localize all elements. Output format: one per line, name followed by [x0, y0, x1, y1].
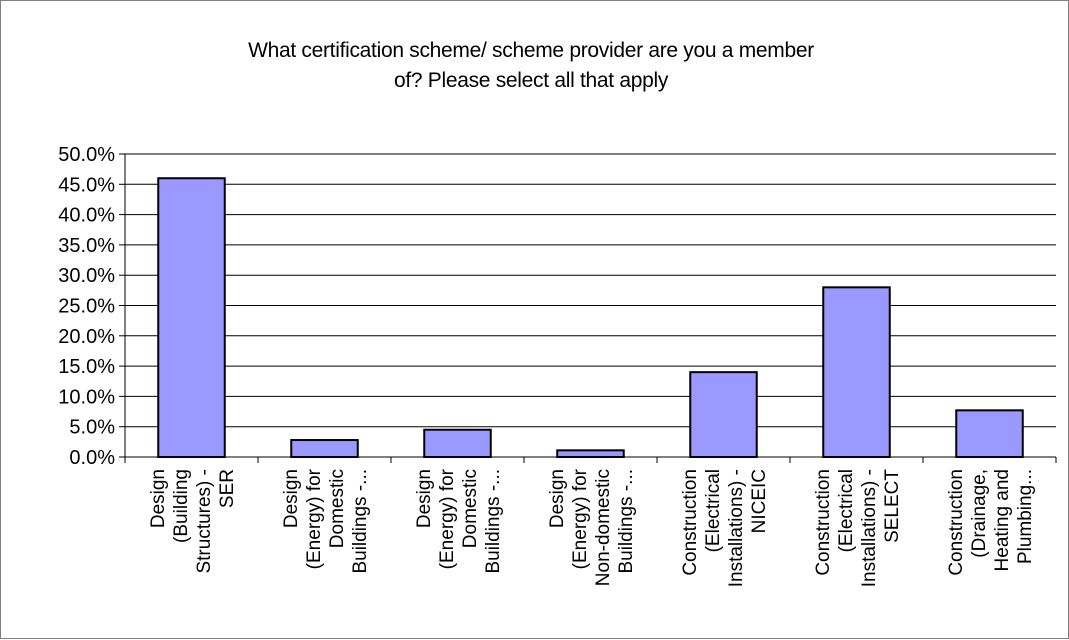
- x-category-label-line: SELECT: [882, 469, 903, 543]
- x-category-label-line: (Electrical: [703, 469, 724, 552]
- y-tick-label: 40.0%: [58, 205, 115, 227]
- x-category-label: Construction (Drainage, Heating and Plumbin…: [946, 469, 1036, 576]
- y-tick-label: 45.0%: [58, 174, 115, 196]
- bar: [955, 409, 1024, 459]
- x-category-label-line: Design: [281, 469, 302, 528]
- x-category-label-line: Buildings -...: [350, 469, 371, 574]
- y-tick-label: 15.0%: [58, 356, 115, 378]
- axes: [124, 154, 1057, 463]
- x-category-label: Construction (Electrical Installations) -S…: [813, 469, 903, 588]
- y-tick-label: 25.0%: [58, 296, 115, 318]
- x-category-label-line: Installations) -: [859, 469, 880, 587]
- y-tick-label: 0.0%: [69, 447, 115, 469]
- x-category-label-line: NICEIC: [749, 469, 770, 533]
- x-category-label-line: (Electrical: [836, 469, 857, 552]
- bar: [556, 449, 625, 459]
- x-category-label-line: Design: [414, 469, 435, 528]
- y-tick-label: 10.0%: [58, 386, 115, 408]
- x-category-label-line: (Energy) for: [570, 468, 591, 569]
- x-category-label-line: Non-domestic: [593, 469, 614, 586]
- x-category-label-line: Buildings -...: [483, 469, 504, 574]
- x-category-label-line: (Drainage,: [969, 469, 990, 558]
- y-tick-label: 5.0%: [69, 417, 115, 439]
- x-category-label-line: Construction: [946, 469, 967, 576]
- bar: [157, 177, 226, 459]
- x-category-label-line: Heating and: [992, 469, 1013, 571]
- x-category-label: Design (Energy) for Domestic Buildings -...: [414, 468, 504, 573]
- x-category-label-line: Buildings -...: [616, 469, 637, 574]
- chart-title: What certification scheme/ scheme provid…: [248, 39, 814, 92]
- x-category-label: Design (Energy) for Non-domestic Buildings …: [547, 468, 637, 586]
- chart-title-line: What certification scheme/ scheme provid…: [248, 39, 814, 62]
- x-axis-labels: Design (Building Structures) - SER Design (En…: [148, 468, 1036, 587]
- x-category-label-line: Plumbing...: [1015, 469, 1036, 564]
- x-category-label-line: Domestic: [460, 469, 481, 548]
- x-category-label: Construction (Electrical Installations) -N…: [680, 469, 770, 587]
- y-tick-label: 35.0%: [58, 235, 115, 257]
- y-tick-label: 20.0%: [58, 326, 115, 348]
- gridlines: [125, 153, 1056, 428]
- bar: [822, 286, 891, 458]
- x-category-label-line: Design: [148, 469, 169, 528]
- bar: [423, 428, 492, 459]
- x-category-label-line: Domestic: [327, 469, 348, 548]
- y-tick-label: 30.0%: [58, 265, 115, 287]
- x-category-label-line: (Energy) for: [437, 468, 458, 569]
- x-category-label-line: SER: [217, 469, 238, 508]
- y-tick-label: 50.0%: [58, 144, 115, 166]
- x-category-label: Design (Energy) for Domestic Buildings -...: [281, 468, 371, 573]
- x-category-label-line: Construction: [680, 469, 701, 576]
- x-category-label-line: Structures) -: [194, 469, 215, 574]
- bars: [157, 177, 1024, 459]
- chart-title-line: of? Please select all that apply: [394, 69, 669, 92]
- x-category-label-line: Installations) -: [726, 469, 747, 587]
- x-category-label: Design (Building Structures) - SER: [148, 469, 238, 574]
- x-category-label-line: Construction: [813, 469, 834, 576]
- x-category-label-line: (Energy) for: [304, 468, 325, 569]
- bar: [290, 439, 359, 459]
- y-axis-ticks: 0.0% 5.0% 10.0% 15.0% 20.0% 25.0% 30.0% 35.0% 40…: [58, 144, 125, 469]
- x-category-label-line: (Building: [171, 469, 192, 543]
- bar: [689, 371, 758, 458]
- x-category-label-line: Design: [547, 469, 568, 528]
